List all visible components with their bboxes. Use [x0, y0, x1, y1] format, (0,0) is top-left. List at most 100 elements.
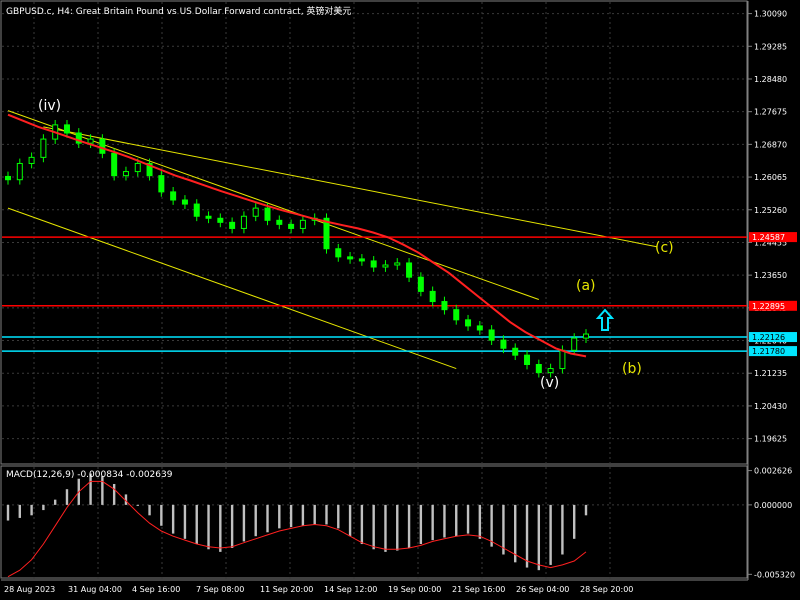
time-tick-label: 11 Sep 20:00 [260, 585, 313, 594]
macd-histogram-bar [242, 504, 246, 542]
macd-histogram-bar [301, 504, 305, 526]
macd-histogram-bar [148, 504, 151, 516]
macd-histogram-bar [313, 504, 316, 525]
price-tags: 1.24587 1.22895 1.22126 1.21780 [749, 232, 797, 357]
macd-histogram-bar [407, 504, 411, 548]
candle-body [299, 219, 306, 229]
candle-body [488, 329, 495, 341]
trendline [7, 110, 539, 300]
macd-histogram-bar [18, 504, 21, 518]
macd-histogram-bar [289, 504, 293, 528]
macd-histogram-bar [207, 504, 210, 550]
candle-body [370, 260, 377, 268]
candle-body [524, 354, 531, 365]
price-tick-label: 1.28480 [754, 75, 787, 84]
wave-label: (v) [540, 375, 559, 391]
grid [2, 2, 747, 579]
macd-histogram-bar [561, 504, 564, 555]
candle-body [429, 290, 436, 303]
macd-histogram-bar [278, 504, 281, 529]
price-tag-label: 1.21780 [752, 347, 785, 356]
wave-label: (c) [655, 240, 674, 256]
macd-histogram-bar [419, 504, 423, 545]
candle-body [252, 207, 259, 217]
macd-title: MACD(12,26,9) -0.000834 -0.002639 [6, 470, 173, 480]
candle-body [193, 203, 200, 217]
wave-label: (iv) [38, 98, 61, 114]
time-tick-label: 31 Aug 04:00 [68, 585, 122, 594]
macd-histogram-bar [230, 504, 234, 548]
candle-body [16, 162, 23, 181]
candle-body [99, 138, 106, 154]
price-tag-box [749, 346, 797, 357]
macd-histogram-bar [502, 504, 505, 555]
candle-body [170, 191, 177, 201]
price-tag-box [749, 232, 797, 243]
macd-histogram-bar [384, 504, 387, 552]
price-tick-label: 1.23650 [754, 271, 787, 280]
candle-body [500, 339, 507, 349]
horizontal-levels [2, 236, 747, 352]
price-tag-box [749, 300, 797, 311]
candle-body [158, 175, 165, 193]
price-tick-label: 1.19625 [754, 435, 787, 444]
price-tag-box [749, 332, 797, 343]
candle-body [240, 215, 247, 229]
candle-body [229, 221, 236, 229]
price-tag-label: 1.22126 [752, 333, 785, 342]
wave-label: (a) [576, 278, 596, 294]
candle-body [40, 138, 47, 158]
macd-histogram-bar [136, 504, 139, 506]
candle-body [75, 132, 82, 144]
macd-histogram-bar [42, 504, 45, 511]
macd-histogram-bar [372, 504, 375, 550]
macd-histogram-bar [219, 504, 222, 552]
macd-histogram-bar [537, 504, 541, 571]
macd-histogram-bar [360, 504, 364, 545]
candle-body [535, 363, 542, 374]
macd-histogram-bar [396, 504, 399, 551]
price-tick-label: 1.27675 [754, 108, 787, 117]
candle-body [276, 219, 283, 225]
up-arrow-shape [595, 308, 615, 331]
candle-body [347, 256, 354, 260]
macd-histogram-bar [337, 504, 340, 529]
wave-label: (b) [622, 361, 642, 377]
time-tick-label: 28 Aug 2023 [4, 585, 55, 594]
macd-histogram-bar [183, 504, 187, 539]
macd-histogram-bar [525, 504, 529, 568]
macd-histogram-bar [195, 504, 198, 545]
macd-histogram-bar [160, 504, 163, 526]
macd-histogram-bar [348, 504, 352, 537]
price-tick-label: 1.26870 [754, 140, 787, 149]
candle-body [406, 262, 413, 278]
price-tick-label: 1.25260 [754, 206, 787, 215]
price-tick-label: 1.24455 [754, 238, 787, 247]
time-tick-label: 28 Sep 20:00 [580, 585, 633, 594]
macd-histogram-bar [478, 504, 482, 539]
macd-histogram-bar [443, 504, 446, 538]
macd-histogram-bar [124, 494, 128, 505]
candle-body [559, 349, 566, 370]
candle-body [5, 175, 11, 181]
candle-body [453, 309, 460, 321]
candle-body [205, 215, 212, 219]
time-tick-label: 26 Sep 04:00 [516, 585, 569, 594]
macd-histogram-bar [549, 504, 552, 565]
up-arrow-icon [595, 308, 615, 331]
price-tick-label: 1.29285 [754, 42, 787, 51]
macd-tick-label: 0.002626 [754, 467, 792, 476]
candle-body [217, 217, 224, 223]
time-tick-label: 19 Sep 00:00 [388, 585, 441, 594]
moving-average [7, 113, 587, 358]
candle-body [134, 162, 141, 173]
macd-histogram-bar [53, 499, 57, 505]
candle-body [323, 217, 330, 250]
macd-histogram-bar [455, 504, 458, 537]
time-tick-label: 21 Sep 16:00 [452, 585, 505, 594]
candle-body [512, 347, 519, 356]
macd-histogram-bar [65, 489, 69, 505]
candle-body [571, 337, 578, 351]
